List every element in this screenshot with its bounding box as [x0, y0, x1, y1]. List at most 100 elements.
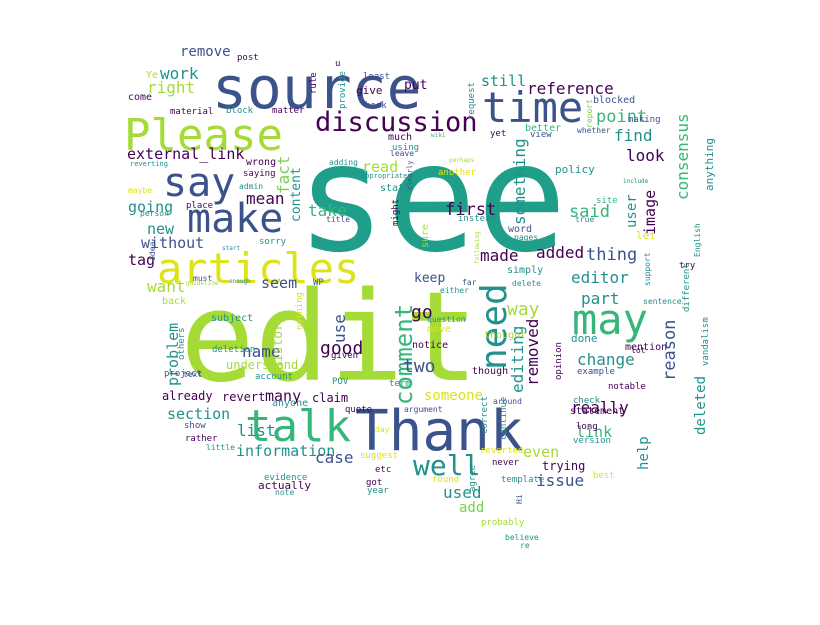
word-might: might [391, 199, 401, 226]
word-editor: editor [571, 268, 629, 287]
word-work: work [160, 64, 199, 83]
word-something: something [510, 138, 529, 225]
word-made: made [480, 246, 519, 265]
word-deleted: deleted [693, 376, 709, 435]
word-never: never [492, 458, 520, 468]
word-claim: claim [312, 391, 348, 405]
word-person: person [140, 209, 169, 218]
word-little: little [206, 443, 235, 452]
word-ye: Ye [146, 70, 158, 81]
word-notable: notable [608, 382, 646, 392]
word-word: word [508, 224, 532, 235]
word-already: already [162, 389, 213, 403]
word-sentence: sentence [643, 297, 682, 306]
word-quote: quote [345, 405, 372, 415]
word-delete: delete [512, 279, 541, 288]
word-far: far [462, 278, 477, 287]
word-got: got [366, 478, 382, 488]
word-pages: pages [514, 233, 538, 242]
word-want: want [147, 277, 186, 296]
word-believe: believe [505, 533, 539, 542]
word-move: move [427, 324, 451, 335]
word-adding: adding [329, 158, 358, 167]
word-understand: understand [226, 358, 298, 372]
word-saying: saying [243, 169, 276, 179]
word-two: two [403, 356, 436, 377]
word-using: using [392, 143, 419, 153]
word-statement: statement [570, 406, 624, 417]
word-request: request [467, 82, 477, 120]
word-go: go [411, 302, 433, 323]
word-view: view [530, 130, 552, 140]
word-section: section [167, 405, 230, 423]
word-come: come [128, 92, 152, 103]
word-reference: reference [527, 79, 614, 98]
word-done: done [571, 332, 598, 345]
word-place: place [186, 201, 213, 211]
word-link: link [576, 423, 612, 441]
word-material: material [170, 107, 213, 117]
word-enough: enough [229, 278, 251, 285]
word-admin: admin [239, 182, 263, 191]
word-project: project [164, 369, 202, 379]
word-given: given [331, 351, 358, 361]
word-new: new [147, 220, 175, 238]
word-mention: mention [625, 342, 667, 353]
word-provide: provide [338, 71, 348, 109]
word-well: well [413, 449, 480, 482]
word-long: long [576, 422, 598, 432]
word-articles: articles [157, 244, 359, 293]
word-best: best [593, 471, 615, 481]
word-still: still [481, 72, 526, 90]
word-maybe: maybe [128, 186, 152, 195]
word-found: found [432, 475, 459, 485]
word-evidence: evidence [264, 473, 307, 483]
word-fact: fact [274, 155, 293, 194]
word-lot: lot [631, 346, 646, 355]
word-appropriate: appropriate [361, 172, 407, 180]
word-day: day [375, 425, 390, 434]
word-must: must [193, 274, 212, 283]
word-see: see [296, 112, 567, 286]
word-part: part [581, 289, 620, 308]
word-use: use [330, 314, 349, 343]
word-sorry: sorry [259, 237, 287, 247]
word-comment: comment [390, 304, 418, 405]
word-site: site [596, 196, 618, 206]
word-block: block [226, 106, 254, 116]
word-wiki: wiki [431, 132, 446, 139]
word-said: said [569, 202, 610, 222]
word-blocked: blocked [593, 95, 635, 106]
word-anyone: anyone [272, 398, 308, 409]
word-argument: argument [404, 405, 443, 414]
word-put: put [404, 78, 427, 93]
word-english: English [693, 223, 702, 257]
word-continue: continue [499, 397, 509, 440]
word-history: history [271, 315, 286, 370]
word-though: though [472, 366, 508, 377]
word-without: without [141, 234, 204, 252]
word-pov: POV [332, 377, 349, 387]
word-back: back [162, 296, 186, 307]
word-year: year [367, 486, 389, 496]
word-good: good [320, 338, 363, 359]
word-rather: rather [185, 434, 218, 444]
word-case: case [315, 448, 354, 467]
word-actually: actually [258, 479, 311, 492]
word-question: question [427, 315, 466, 324]
word-list: list [237, 421, 276, 440]
word-make: make [187, 196, 283, 242]
word-anything: anything [703, 138, 716, 191]
word-revert: revert [222, 390, 265, 404]
word-around: around [493, 397, 522, 406]
word-change: change [577, 350, 635, 369]
word-first: first [445, 200, 496, 220]
word-even: even [523, 443, 559, 461]
word-rule: rule [309, 72, 319, 94]
word-matter: matter [272, 106, 305, 116]
word-reverting: reverting [130, 160, 168, 168]
word-need: need [474, 283, 515, 370]
word-state: state [380, 183, 410, 194]
word-opinion: opinion [554, 342, 564, 380]
